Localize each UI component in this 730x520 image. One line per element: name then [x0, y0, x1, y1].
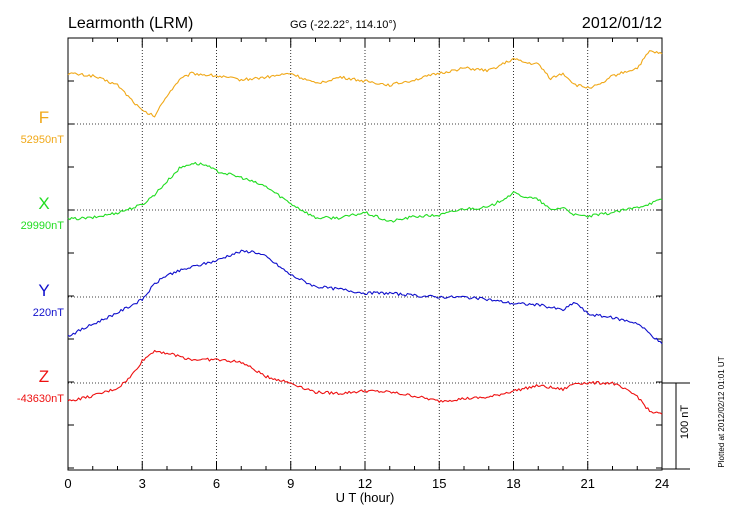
x-tick-label-24: 24: [655, 476, 669, 491]
series-name-Y: Y: [38, 281, 49, 300]
series-name-F: F: [39, 108, 49, 127]
series-layer: [67, 50, 663, 415]
tick-layer: 0 3 6 9 12 15 18 21 24: [64, 38, 669, 491]
station-title: Learmonth (LRM): [68, 15, 193, 32]
series-line-X: [67, 161, 663, 223]
plotted-note: Plotted at 2012/02/12 01:01 UT: [717, 356, 726, 467]
x-tick-label-12: 12: [358, 476, 372, 491]
series-baseline-F: 52950nT: [21, 134, 65, 146]
series-baseline-X: 29990nT: [21, 220, 65, 232]
series-name-Z: Z: [39, 367, 49, 386]
series-baseline-Z: -43630nT: [17, 393, 64, 405]
series-labels: F 52950nT X 29990nT Y 220nT Z -43630nT: [17, 108, 64, 405]
coords-label: GG (-22.22°, 114.10°): [290, 19, 396, 31]
scale-bar-label: 100 nT: [679, 405, 691, 440]
x-tick-label-9: 9: [287, 476, 294, 491]
series-line-F: [67, 50, 663, 118]
series-line-Z: [67, 349, 663, 415]
x-tick-label-0: 0: [64, 476, 71, 491]
scale-bar: 100 nT: [662, 382, 691, 470]
x-tick-label-15: 15: [432, 476, 446, 491]
series-name-X: X: [38, 194, 49, 213]
grid-layer: [68, 38, 662, 470]
x-tick-label-18: 18: [506, 476, 520, 491]
x-axis-label: U T (hour): [336, 490, 395, 505]
x-tick-label-21: 21: [581, 476, 595, 491]
series-line-Y: [67, 249, 663, 345]
x-tick-label-3: 3: [139, 476, 146, 491]
series-baseline-Y: 220nT: [33, 307, 64, 319]
date-label: 2012/01/12: [582, 15, 662, 32]
x-tick-label-6: 6: [213, 476, 220, 491]
